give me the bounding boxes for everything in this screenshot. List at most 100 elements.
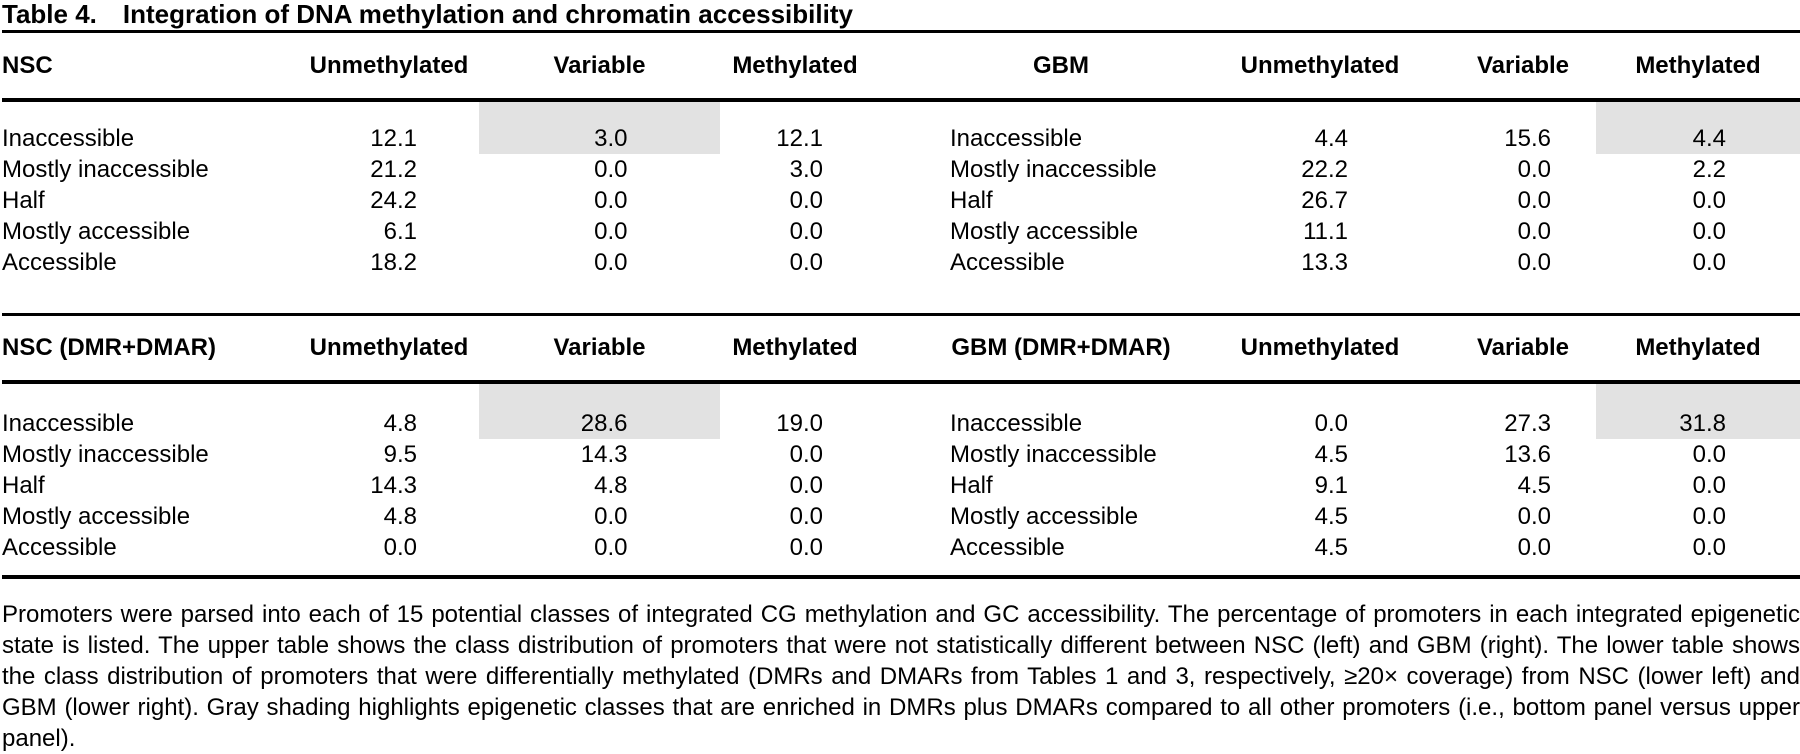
value-cell: 0.0 (479, 247, 720, 278)
value-cell: 0.0 (720, 247, 870, 278)
value-cell: 0.0 (1450, 501, 1596, 532)
gbm-dmr-table-body: Inaccessible 0.0 27.3 31.8 Mostly inaccessib… (932, 384, 1800, 563)
cell-value: 0.0 (789, 441, 823, 468)
value-cell: 0.0 (1596, 470, 1800, 501)
spacer-cell (720, 102, 870, 123)
cell-value: 0.0 (594, 156, 628, 183)
cell-value: 0.0 (789, 472, 823, 499)
row-label: Inaccessible (950, 125, 1083, 152)
column-header: Variable (553, 334, 646, 361)
value-cell: 2.2 (1596, 154, 1800, 185)
column-header: Variable (1476, 334, 1570, 361)
column-header: Unmethylated (1240, 334, 1400, 361)
lower-body-band: Inaccessible 4.8 28.6 19.0 Mostly inaccessib… (2, 384, 1800, 563)
value-cell: 11.1 (1190, 216, 1450, 247)
spacer-cell (2, 102, 299, 123)
column-header: Methylated (1635, 51, 1761, 79)
row-label: Inaccessible (2, 125, 135, 152)
gbm-header-row: GBM Unmethylated Variable Methylated (932, 33, 1800, 98)
value-cell: 0.0 (720, 470, 870, 501)
cell-value: 3.0 (594, 125, 628, 152)
cell-value: 0.0 (1692, 249, 1726, 276)
value-cell: 0.0 (1450, 154, 1596, 185)
spacer-cell (1450, 102, 1596, 123)
value-cell: 12.1 (720, 123, 870, 154)
value-cell: 0.0 (479, 185, 720, 216)
value-cell: 3.0 (720, 154, 870, 185)
value-cell: 0.0 (1596, 501, 1800, 532)
value-cell: 13.6 (1450, 439, 1596, 470)
value-cell: 12.1 (299, 123, 479, 154)
value-cell: 19.0 (720, 408, 870, 439)
value-cell: 0.0 (1596, 247, 1800, 278)
cell-value: 0.0 (1517, 534, 1551, 561)
nsc-dmr-table-body: Inaccessible 4.8 28.6 19.0 Mostly inaccessib… (2, 384, 870, 563)
table-name-header: GBM (1033, 51, 1089, 79)
value-cell: 4.4 (1596, 123, 1800, 154)
value-cell: 22.2 (1190, 154, 1450, 185)
value-cell: 4.5 (1450, 470, 1596, 501)
cell-value: 2.2 (1692, 156, 1726, 183)
value-cell: 4.8 (299, 501, 479, 532)
cell-value: 4.4 (1692, 125, 1726, 152)
column-header: Variable (553, 51, 646, 79)
rule-bottom (2, 575, 1800, 579)
cell-value: 4.5 (1314, 503, 1348, 530)
value-cell: 14.3 (479, 439, 720, 470)
cell-value: 0.0 (1692, 441, 1726, 468)
column-header: Unmethylated (309, 334, 469, 361)
cell-value: 0.0 (789, 534, 823, 561)
value-cell: 0.0 (1190, 408, 1450, 439)
cell-value: 0.0 (1692, 218, 1726, 245)
cell-value: 0.0 (1692, 472, 1726, 499)
value-cell: 0.0 (720, 439, 870, 470)
value-cell: 4.8 (299, 408, 479, 439)
value-cell: 0.0 (1596, 532, 1800, 563)
value-cell: 28.6 (479, 408, 720, 439)
row-label: Mostly inaccessible (950, 441, 1157, 468)
lower-header-band: NSC (DMR+DMAR) Unmethylated Variable Methyl… (2, 316, 1800, 380)
rule-upper-header-bottom (2, 98, 1800, 102)
cell-value: 3.0 (789, 156, 823, 183)
cell-value: 27.3 (1504, 410, 1551, 437)
column-header: Methylated (1635, 334, 1761, 361)
spacer-cell (299, 384, 479, 408)
table-caption: Integration of DNA methylation and chrom… (122, 0, 853, 29)
gbm-table-body: Inaccessible 4.4 15.6 4.4 Mostly inaccessibl… (932, 102, 1800, 278)
value-cell: 4.8 (479, 470, 720, 501)
value-cell: 31.8 (1596, 408, 1800, 439)
rule-top (2, 30, 1800, 33)
cell-value: 0.0 (1517, 249, 1551, 276)
table-title: Table 4. Integration of DNA methylation a… (2, 0, 1800, 30)
cell-value: 0.0 (594, 187, 628, 214)
spacer-cell (479, 384, 720, 408)
value-cell: 0.0 (1596, 216, 1800, 247)
cell-value: 12.1 (370, 125, 417, 152)
cell-value: 19.0 (776, 410, 823, 437)
cell-value: 24.2 (370, 187, 417, 214)
gbm-dmr-header-row: GBM (DMR+DMAR) Unmethylated Variable Methyl… (932, 316, 1800, 380)
column-header: Methylated (732, 334, 858, 361)
value-cell: 0.0 (479, 154, 720, 185)
cell-value: 9.1 (1314, 472, 1348, 499)
cell-value: 12.1 (776, 125, 823, 152)
upper-body-band: Inaccessible 12.1 3.0 12.1 Mostly inaccessib… (2, 102, 1800, 278)
cell-value: 6.1 (383, 218, 417, 245)
column-header: Methylated (732, 51, 858, 79)
cell-value: 4.4 (1314, 125, 1348, 152)
cell-value: 31.8 (1679, 410, 1726, 437)
spacer-cell (1190, 102, 1450, 123)
spacer-cell (2, 384, 299, 408)
value-cell: 27.3 (1450, 408, 1596, 439)
row-label: Accessible (950, 249, 1065, 276)
value-cell: 4.5 (1190, 501, 1450, 532)
cell-value: 18.2 (370, 249, 417, 276)
panel-gap (2, 278, 1800, 313)
spacer-cell (1450, 384, 1596, 408)
cell-value: 21.2 (370, 156, 417, 183)
spacer-cell (1190, 384, 1450, 408)
value-cell: 9.5 (299, 439, 479, 470)
cell-value: 22.2 (1301, 156, 1348, 183)
nsc-dmr-header-row: NSC (DMR+DMAR) Unmethylated Variable Methyl… (2, 316, 870, 380)
